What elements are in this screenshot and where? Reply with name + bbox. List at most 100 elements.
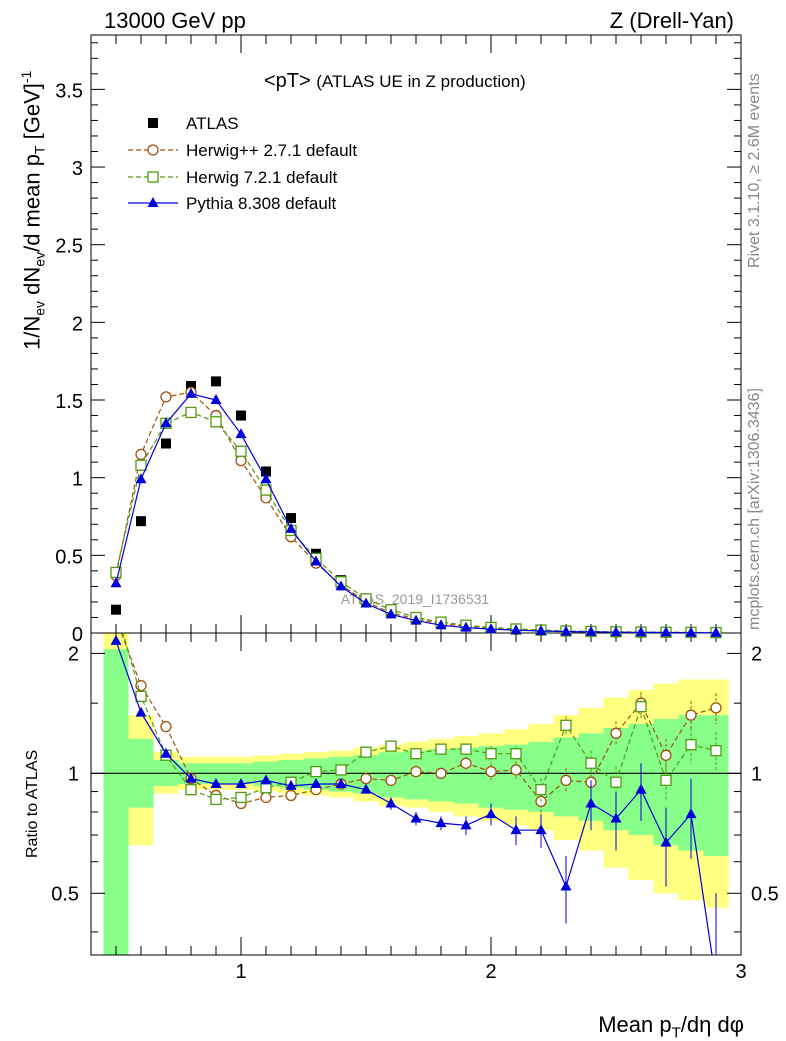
ratio-data-point bbox=[585, 757, 597, 769]
ratio-data-point bbox=[560, 880, 572, 891]
legend-entry-label: Herwig 7.2.1 default bbox=[186, 168, 337, 187]
main-y-tick-label: 1 bbox=[72, 469, 83, 491]
ratio-data-point bbox=[335, 778, 347, 789]
main-data-point bbox=[385, 608, 397, 619]
main-data-point bbox=[236, 410, 246, 421]
main-data-point bbox=[286, 513, 296, 524]
ratio-data-point bbox=[310, 778, 322, 789]
main-data-point bbox=[635, 626, 647, 637]
main-data-point bbox=[210, 416, 222, 428]
ratio-data-point bbox=[460, 757, 472, 769]
ratio-data-point bbox=[660, 836, 672, 847]
main-data-point bbox=[235, 445, 247, 457]
main-data-point bbox=[110, 577, 122, 588]
ratio-data-point bbox=[435, 743, 447, 755]
ratio-data-point bbox=[535, 784, 547, 796]
ratio-data-point bbox=[685, 808, 697, 819]
ratio-data-point bbox=[635, 783, 647, 794]
main-data-point bbox=[210, 394, 222, 405]
ratio-data-point bbox=[385, 797, 397, 808]
ratio-data-point bbox=[485, 765, 497, 778]
main-data-point bbox=[535, 624, 547, 635]
ratio-y-tick-label: 1 bbox=[68, 763, 79, 785]
main-y-tick-label: 2.5 bbox=[55, 236, 83, 258]
main-data-point bbox=[160, 417, 172, 428]
main-data-point bbox=[560, 625, 572, 636]
uncertainty-band-inner bbox=[103, 649, 129, 955]
main-data-point bbox=[710, 626, 722, 637]
ratio-x-tick-label: 3 bbox=[735, 961, 746, 983]
plot-title: <pT> (ATLAS UE in Z production) bbox=[264, 70, 526, 92]
ratio-data-point bbox=[110, 634, 122, 645]
ratio-data-point bbox=[360, 746, 372, 758]
main-data-point bbox=[260, 473, 272, 484]
analysis-watermark: ATLAS_2019_I1736531 bbox=[341, 591, 490, 607]
legend-marker bbox=[148, 118, 158, 128]
ratio-data-point bbox=[535, 824, 547, 835]
ratio-data-point bbox=[560, 719, 572, 731]
ratio-data-point bbox=[435, 817, 447, 828]
ratio-data-point bbox=[235, 791, 247, 804]
main-data-point bbox=[211, 376, 221, 387]
main-data-point bbox=[585, 625, 597, 636]
ratio-data-point bbox=[685, 739, 697, 751]
main-data-point bbox=[135, 473, 147, 484]
uncertainty-band-inner bbox=[453, 747, 479, 804]
ratio-data-point bbox=[610, 727, 622, 739]
header-process-energy: 13000 GeV pp bbox=[104, 8, 246, 33]
legend-entry-label: Herwig++ 2.7.1 default bbox=[186, 141, 357, 160]
ratio-data-point bbox=[185, 784, 197, 796]
ratio-y-tick-label-right: 2 bbox=[751, 643, 762, 665]
main-data-point bbox=[161, 438, 171, 449]
main-data-point bbox=[160, 391, 172, 403]
ratio-data-point bbox=[660, 774, 672, 787]
ratio-data-point bbox=[210, 793, 222, 806]
main-data-point bbox=[685, 626, 697, 637]
main-data-point bbox=[335, 580, 347, 591]
main-data-point bbox=[285, 522, 297, 533]
ratio-data-point bbox=[485, 748, 497, 760]
header-process-name: Z (Drell-Yan) bbox=[609, 8, 734, 33]
main-data-point bbox=[135, 448, 147, 461]
main-data-point bbox=[460, 621, 472, 632]
ratio-data-point bbox=[160, 747, 172, 758]
ratio-data-point bbox=[610, 812, 622, 823]
ratio-data-point bbox=[485, 808, 497, 819]
main-y-tick-label: 0.5 bbox=[55, 546, 83, 568]
main-data-point bbox=[435, 619, 447, 630]
ratio-data-point bbox=[360, 783, 372, 794]
ratio-data-point bbox=[310, 765, 322, 778]
ratio-data-point bbox=[435, 767, 447, 779]
ratio-bands bbox=[103, 633, 729, 955]
ratio-data-point bbox=[510, 824, 522, 835]
main-data-point bbox=[310, 555, 322, 566]
ratio-series-group bbox=[110, 613, 722, 955]
ratio-data-point bbox=[710, 745, 722, 757]
ratio-y-tick-label: 2 bbox=[68, 643, 79, 665]
ratio-data-point bbox=[460, 743, 472, 755]
legend-entry-label: Pythia 8.308 default bbox=[186, 194, 337, 213]
ratio-data-point bbox=[285, 779, 297, 790]
ratio-y-tick-label: 0.5 bbox=[51, 883, 79, 905]
ratio-y-tick-label-right: 1 bbox=[751, 763, 762, 785]
ratio-data-point bbox=[260, 774, 272, 785]
main-data-point bbox=[185, 406, 197, 419]
ratio-data-point bbox=[111, 613, 121, 623]
ratio-data-point bbox=[410, 748, 422, 760]
ratio-x-tick-label: 1 bbox=[235, 961, 246, 983]
main-data-point bbox=[510, 624, 522, 635]
ratio-data-point bbox=[460, 819, 472, 830]
main-data-point bbox=[360, 597, 372, 608]
ratio-data-point bbox=[135, 706, 147, 717]
main-y-tick-label: 3.5 bbox=[55, 80, 83, 102]
plot-subtitle: (ATLAS UE in Z production) bbox=[316, 72, 525, 91]
ratio-data-point bbox=[410, 812, 422, 823]
legend-marker bbox=[147, 144, 159, 156]
ratio-data-point bbox=[510, 764, 522, 776]
main-y-tick-label: 2 bbox=[72, 313, 83, 335]
ratio-data-point bbox=[635, 701, 647, 713]
ratio-x-tick-label: 2 bbox=[485, 961, 496, 983]
main-data-point bbox=[186, 381, 196, 392]
main-data-point bbox=[135, 459, 147, 471]
main-data-point bbox=[136, 516, 146, 527]
